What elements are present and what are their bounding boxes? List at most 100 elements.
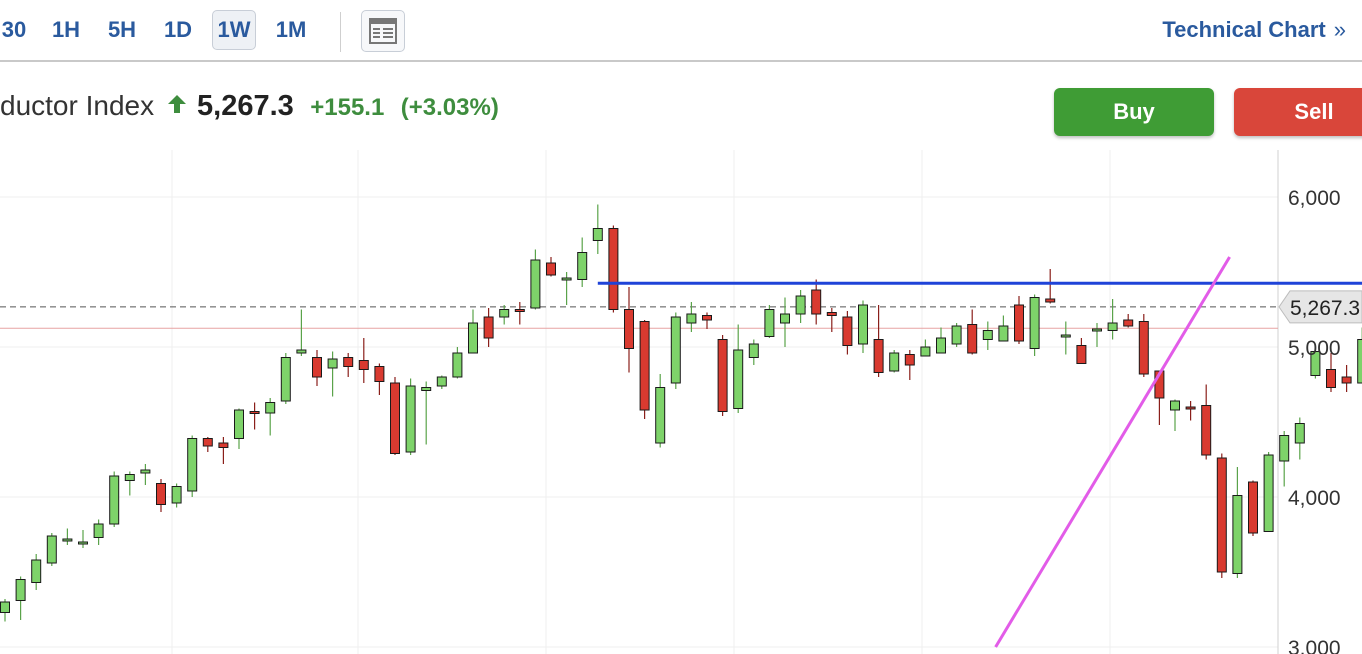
current-price-label: 5,267.3 [1290,297,1360,320]
candle-down [967,324,978,354]
y-tick-label: 4,000 [1288,487,1341,510]
candle-up [140,469,151,474]
timeframe-5h[interactable]: 5H [107,17,137,42]
candle-up [1107,322,1118,331]
y-tick-label: 5,000 [1288,337,1341,360]
timeframe-30[interactable]: 30 [1,17,27,42]
price-change: +155.1 [310,94,385,121]
candle-down [1216,457,1227,573]
double-chevron-right-icon: » [1333,17,1346,42]
candle-up [93,523,104,538]
candle-down [358,360,369,370]
candle-up [733,349,744,409]
candle-up [764,309,775,337]
candle-up [936,337,946,354]
candle-down [1341,376,1352,384]
candle-up [530,259,541,309]
candle-down [1326,369,1336,388]
candle-down [1045,298,1056,303]
candle-up [78,541,88,545]
timeframe-1d[interactable]: 1D [163,17,193,42]
candle-down [1201,405,1212,456]
layout-icon [369,18,397,44]
timeframe-1h[interactable]: 1H [51,17,81,42]
quote-header: ductor Index 5,267.3 +155.1 (+3.03%) [0,86,499,126]
candle-up [1294,423,1305,444]
technical-chart-link[interactable]: Technical Chart » [1162,17,1346,43]
candle-down [1154,370,1165,399]
candle-up [655,387,666,444]
candle-up [889,352,900,372]
candle-up [436,376,447,387]
candle-up [780,313,790,324]
candle-down [702,315,712,321]
trend-line [994,256,1231,648]
candle-down [904,354,915,366]
candle-up [1279,435,1290,462]
timeframe-1m[interactable]: 1M [275,17,307,42]
candle-down [826,312,837,316]
candle-up [670,316,681,384]
candle-down [374,366,385,382]
candle-up [0,601,10,613]
candle-up [1357,339,1362,384]
candle-up [296,349,307,354]
y-tick-label: 6,000 [1288,187,1341,210]
candle-down [390,382,400,454]
candle-up [499,309,510,318]
candle-up [561,277,572,281]
candle-up [592,228,603,241]
candle-up [171,486,182,504]
toolbar-divider [340,12,341,52]
candle-up [405,385,416,453]
current-price-tag [1278,290,1362,324]
instrument-name: ductor Index [0,90,155,121]
candle-up [982,330,993,340]
timeframe-1w[interactable]: 1W [212,10,256,50]
candle-down [842,316,853,346]
candle-up [1060,334,1071,338]
candle-up [327,358,338,369]
candle-up [15,579,26,601]
candle-down [1123,319,1134,327]
candle-up [858,304,868,345]
candle-down [1076,345,1087,364]
candle-up [951,325,962,345]
arrow-up-icon [167,91,187,131]
candle-up [795,295,806,315]
candle-up [265,402,276,414]
technical-chart-label: Technical Chart [1162,17,1326,42]
layout-toggle-button[interactable] [361,10,405,52]
candle-down [249,411,260,414]
candle-down [1014,304,1024,342]
buy-button[interactable]: Buy [1054,88,1214,136]
candle-down [873,339,884,373]
last-price: 5,267.3 [197,90,294,122]
candle-up [1310,351,1321,376]
candle-down [1185,406,1196,410]
candle-down [156,483,166,505]
y-tick-label: 3,000 [1288,637,1341,654]
candle-down [483,316,494,339]
candle-down [343,357,354,367]
candle-up [109,475,120,525]
candle-down [1248,481,1258,534]
candle-up [748,343,759,358]
candle-up [62,538,73,542]
candle-up [1263,454,1274,532]
candle-up [452,352,463,378]
sell-button[interactable]: Sell [1234,88,1362,136]
price-chart[interactable]: 6,000 5,000 4,000 3,000 5,267.3 [0,150,1362,654]
candle-up [998,325,1009,342]
candle-down [312,357,322,378]
candle-up [686,313,697,324]
candle-up [577,252,588,280]
candle-up [1029,297,1040,349]
candle-down [608,228,619,310]
candle-up [31,559,42,583]
candle-up [1170,400,1180,411]
candle-down [624,309,634,349]
candle-down [202,438,213,447]
candle-down [639,321,650,411]
candle-up [280,357,291,402]
